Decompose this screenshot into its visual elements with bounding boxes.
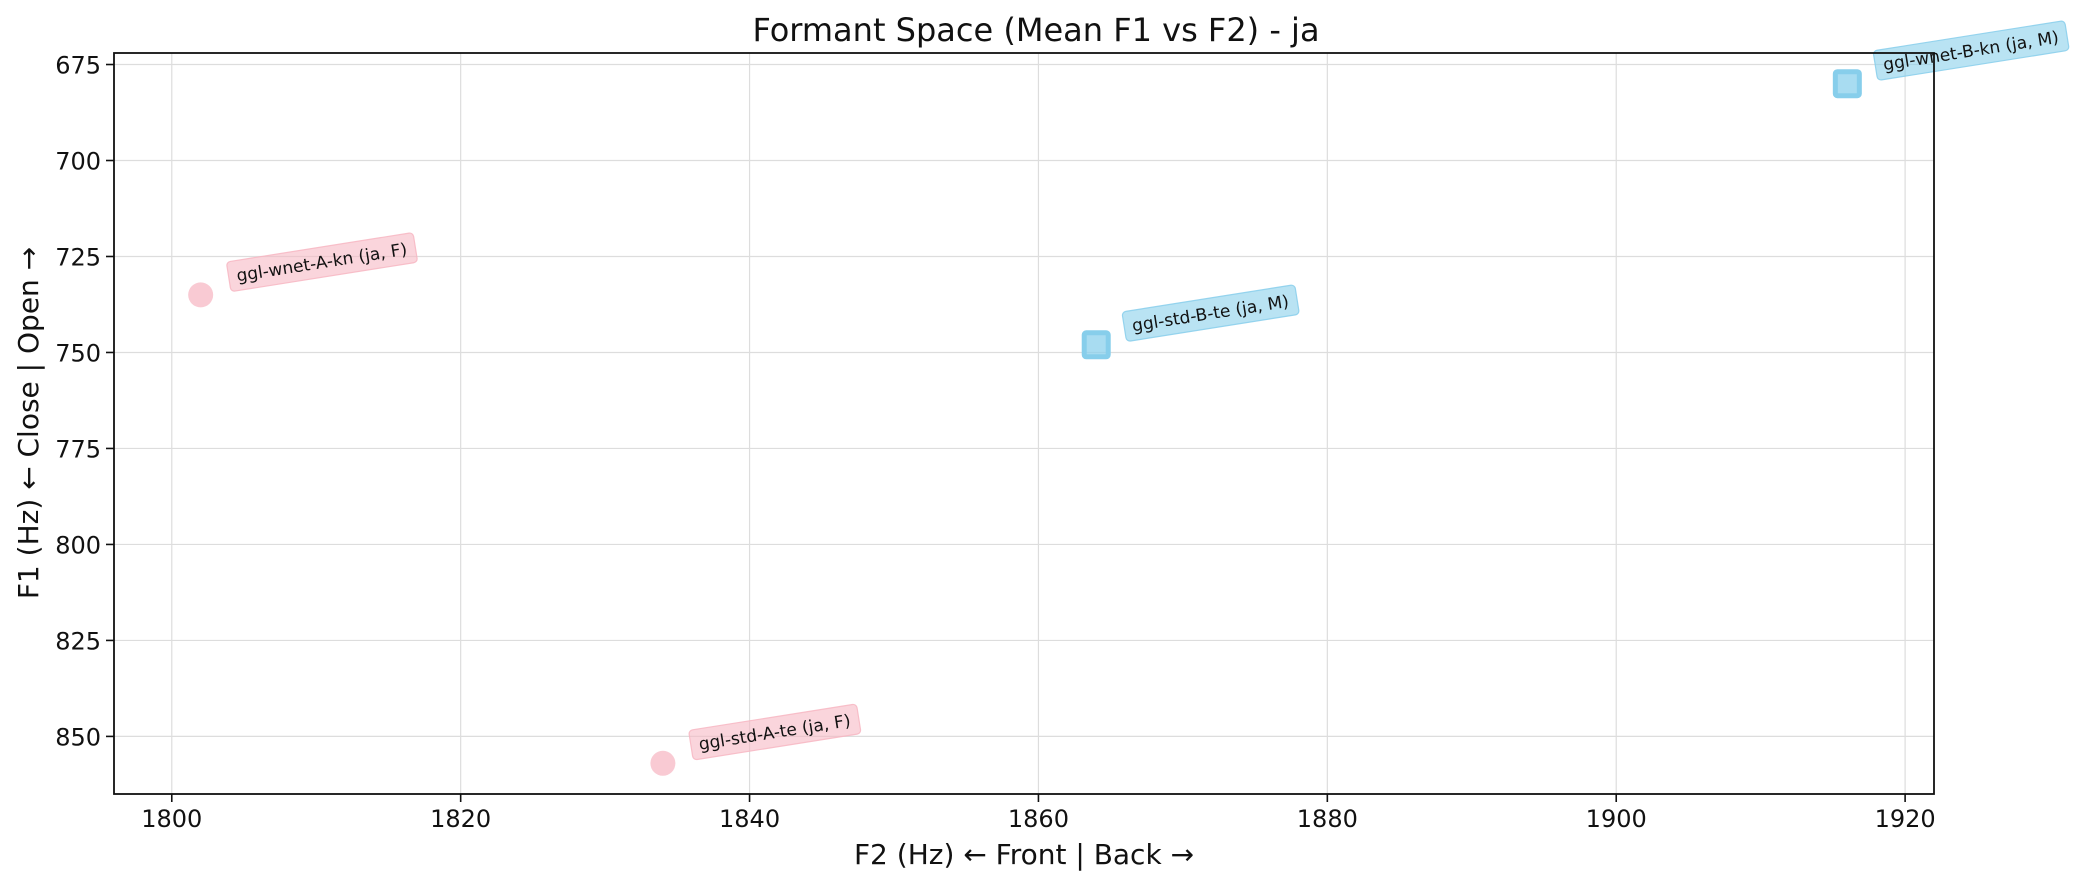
x-tick-label: 1860 xyxy=(1008,805,1069,833)
x-tick-label: 1800 xyxy=(141,805,202,833)
y-tick-label: 825 xyxy=(55,627,101,655)
x-tick-label: 1840 xyxy=(719,805,780,833)
x-tick-label: 1820 xyxy=(430,805,491,833)
axis-ticks: 1800 1820 1840 1860 1880 1900 1920 675 700 725 750… xyxy=(55,52,1935,833)
data-point-circle xyxy=(650,750,676,776)
data-points xyxy=(188,69,1862,776)
y-axis-label: F1 (Hz) ← Close | Open → xyxy=(12,247,45,599)
plot-area-frame xyxy=(113,52,1935,795)
data-point-square xyxy=(1832,69,1862,99)
point-label-background xyxy=(226,232,418,292)
chart-title: Formant Space (Mean F1 vs F2) - ja xyxy=(752,11,1319,49)
y-tick-label: 750 xyxy=(55,339,101,367)
data-point-square xyxy=(1081,330,1111,360)
grid-lines xyxy=(114,53,1934,794)
y-tick-label: 775 xyxy=(55,435,101,463)
x-tick-label: 1900 xyxy=(1586,805,1647,833)
x-tick-label: 1880 xyxy=(1297,805,1358,833)
point-label-background xyxy=(1872,20,2070,81)
y-tick-label: 850 xyxy=(55,723,101,751)
y-tick-label: 725 xyxy=(55,243,101,271)
x-tick-label: 1920 xyxy=(1875,805,1936,833)
x-axis-label: F2 (Hz) ← Front | Back → xyxy=(854,838,1194,871)
point-label-background xyxy=(688,703,862,761)
point-label-background xyxy=(1121,284,1300,342)
y-tick-label: 700 xyxy=(55,148,101,176)
data-point-circle xyxy=(188,282,214,308)
y-tick-label: 675 xyxy=(55,52,101,80)
y-tick-label: 800 xyxy=(55,531,101,559)
